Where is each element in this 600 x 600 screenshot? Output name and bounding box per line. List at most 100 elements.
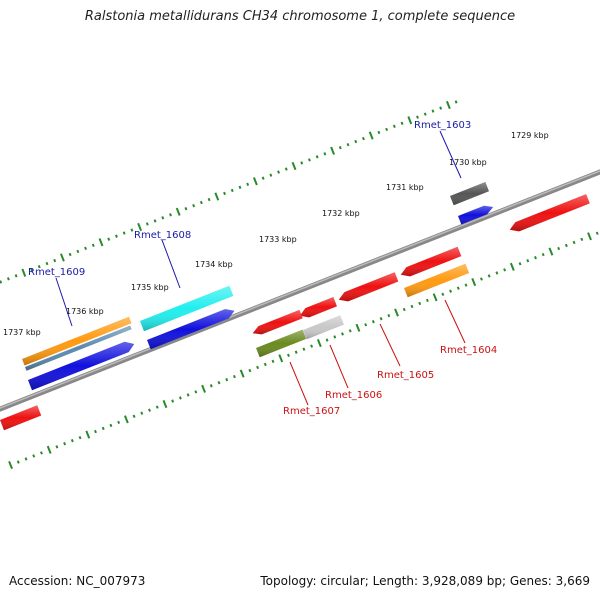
kbp-tick: [338, 146, 342, 150]
kbp-tick: [153, 219, 157, 223]
kbp-tick: [70, 439, 74, 443]
kbp-tick: [464, 283, 468, 287]
gene-label-rmet-1608[interactable]: Rmet_1608: [134, 230, 191, 241]
tick-row-top: [0, 100, 458, 284]
kbp-tick: [364, 323, 368, 327]
kbp-tick: [371, 320, 375, 324]
kbp-label: 1730 kbp: [449, 158, 487, 167]
kbp-tick: [53, 258, 57, 263]
kbp-label: 1732 kbp: [322, 209, 360, 218]
gene-red-mid-shading: [252, 309, 303, 335]
kbp-tick: [423, 112, 427, 116]
kbp-tick: [178, 396, 182, 400]
kbp-tick: [300, 161, 304, 165]
gene-blue-2-shading: [28, 341, 135, 391]
kbp-tick: [354, 139, 358, 144]
kbp-tick: [287, 353, 290, 357]
kbp-tick: [425, 298, 429, 303]
kbp-tick: [307, 158, 311, 162]
gene-red-right-edge-shading: [509, 194, 590, 232]
kbp-tick: [117, 420, 121, 425]
kbp-tick: [416, 115, 419, 119]
kbp-label: 1734 kbp: [195, 260, 233, 269]
kbp-tick: [199, 200, 203, 205]
accession-text: Accession: NC_007973: [9, 574, 146, 588]
kbp-tick: [84, 246, 88, 251]
kbp-tick: [526, 259, 530, 263]
kbp-tick: [518, 262, 522, 266]
kbp-tick: [46, 445, 52, 454]
kbp-tick: [392, 124, 396, 129]
kbp-tick: [387, 313, 391, 318]
kbp-tick: [140, 411, 144, 415]
kbp-tick: [91, 243, 95, 247]
kbp-tick: [98, 238, 104, 247]
kbp-tick: [155, 405, 159, 409]
kbp-tick: [101, 426, 105, 431]
kbp-tick: [137, 222, 143, 232]
kbp-tick: [24, 457, 28, 461]
kbp-tick: [580, 237, 584, 242]
kbp-tick: [85, 430, 91, 439]
kbp-tick: [456, 286, 460, 290]
kbp-tick: [445, 100, 451, 110]
kbp-tick: [271, 359, 275, 364]
kbp-tick: [548, 247, 554, 256]
kbp-tick: [214, 192, 220, 201]
kbp-tick: [76, 249, 80, 254]
gene-label-rmet-1603[interactable]: Rmet_1603: [414, 120, 471, 131]
kbp-tick: [323, 152, 327, 156]
kbp-tick: [209, 384, 213, 388]
kbp-tick: [418, 301, 422, 306]
kbp-tick: [341, 332, 344, 336]
kbp-tick: [325, 338, 329, 342]
kbp-tick: [107, 237, 111, 241]
gene-rmet-1603-blue-shading: [458, 205, 494, 225]
kbp-tick: [441, 292, 445, 296]
kbp-tick: [480, 277, 483, 281]
kbp-tick: [385, 127, 389, 132]
gene-rmet-1604-orange-shading: [404, 263, 470, 298]
kbp-tick: [14, 274, 18, 278]
kbp-tick: [346, 142, 350, 147]
gene-rmet-1608-cyan-shading: [140, 285, 234, 332]
gene-label-rmet-1604[interactable]: Rmet_1604: [440, 345, 497, 356]
kbp-tick: [291, 161, 297, 171]
kbp-label: 1736 kbp: [66, 307, 104, 316]
kbp-tick: [161, 216, 165, 220]
gene-label-rmet-1609[interactable]: Rmet_1609: [28, 267, 85, 278]
kbp-tick: [294, 350, 298, 354]
kbp-tick: [394, 308, 399, 317]
kbp-tick: [348, 329, 352, 333]
gene-label-rmet-1606[interactable]: Rmet_1606: [325, 390, 382, 401]
kbp-tick: [256, 365, 260, 370]
gene-label-rmet-1607[interactable]: Rmet_1607: [283, 406, 340, 417]
kbp-tick: [503, 268, 507, 272]
kbp-tick: [379, 316, 383, 321]
kbp-label: 1735 kbp: [131, 283, 169, 292]
kbp-tick: [68, 252, 72, 257]
kbp-tick: [201, 384, 206, 393]
kbp-tick: [253, 177, 258, 186]
kbp-label: 1733 kbp: [259, 235, 297, 244]
kbp-tick: [495, 271, 499, 275]
kbp-tick: [246, 182, 250, 186]
kbp-tick: [94, 429, 97, 434]
kbp-tick: [123, 415, 129, 424]
kbp-tick: [145, 222, 149, 226]
gene-label-rmet-1605[interactable]: Rmet_1605: [377, 370, 434, 381]
kbp-tick: [32, 454, 36, 458]
kbp-tick: [109, 423, 113, 428]
kbp-tick: [261, 176, 265, 180]
kbp-tick: [171, 399, 175, 403]
kbp-tick: [263, 362, 267, 367]
kbp-tick: [402, 307, 406, 312]
kbp-tick: [115, 234, 118, 238]
kbp-tick: [310, 344, 314, 348]
kbp-tick: [78, 435, 82, 440]
kbp-tick: [55, 445, 59, 449]
kbp-tick: [30, 268, 33, 272]
kbp-tick: [432, 293, 438, 302]
chromosome-backbone: [0, 169, 600, 412]
